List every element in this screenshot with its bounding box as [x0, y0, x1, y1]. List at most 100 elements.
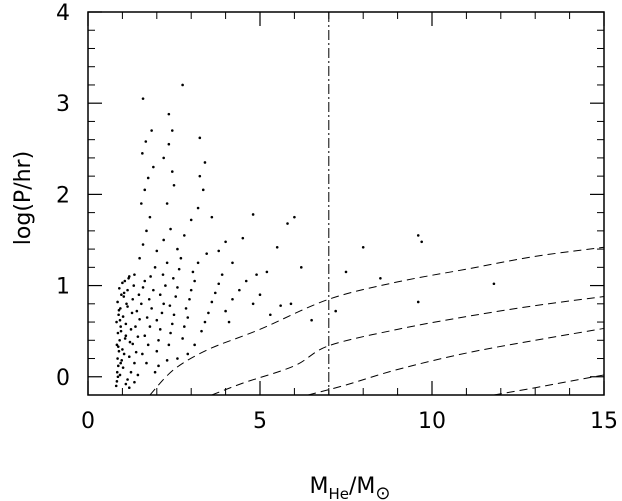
scatter-point — [121, 348, 124, 351]
scatter-point — [167, 142, 171, 146]
scatter-point — [129, 328, 133, 331]
scatter-point — [124, 334, 128, 338]
scatter-point — [141, 286, 145, 289]
scatter-point — [416, 234, 420, 237]
scatter-point — [193, 279, 196, 283]
scatter-point — [416, 300, 420, 304]
scatter-point — [118, 287, 121, 290]
scatter-point — [186, 352, 190, 356]
scatter-point — [279, 304, 282, 307]
scatter-point — [121, 281, 124, 285]
scatter-point — [117, 313, 120, 317]
scatter-point — [118, 338, 121, 342]
scatter-point — [145, 229, 148, 233]
scatter-point — [117, 349, 121, 353]
scatter-point — [124, 322, 128, 326]
scatter-point — [125, 302, 128, 306]
scatter-point — [183, 234, 186, 237]
scatter-point — [203, 161, 207, 164]
scatter-point — [170, 170, 174, 173]
scatter-point — [133, 380, 136, 384]
dashed-curve — [308, 327, 605, 396]
scatter-point — [117, 308, 121, 312]
dashed-curve — [149, 246, 605, 396]
scatter-point — [169, 227, 172, 231]
scatter-point — [217, 282, 221, 286]
scatter-point — [286, 222, 289, 225]
scatter-point — [141, 97, 145, 100]
scatter-point — [165, 359, 169, 362]
x-label-sub: He — [328, 485, 349, 501]
scatter-point — [121, 315, 125, 318]
y-tick-label: 4 — [56, 1, 70, 26]
scatter-point — [122, 295, 126, 298]
scatter-point — [116, 357, 119, 360]
scatter-point — [141, 152, 144, 155]
scatter-point — [289, 302, 293, 306]
scatter-point — [160, 311, 164, 315]
y-tick-label: 3 — [56, 92, 70, 117]
scatter-point — [205, 252, 208, 255]
scatter-point — [138, 318, 141, 321]
scatter-point — [124, 382, 128, 386]
y-tick-label: 1 — [56, 275, 70, 300]
scatter-point — [115, 370, 119, 374]
scatter-point — [191, 270, 195, 274]
scatter-point — [153, 266, 157, 269]
scatter-point — [118, 373, 122, 377]
scatter-point — [158, 293, 162, 296]
x-tick-label: 10 — [418, 409, 446, 434]
scatter-point — [165, 202, 169, 205]
scatter-point — [201, 188, 205, 192]
scatter-point — [138, 256, 141, 260]
scatter-point — [293, 215, 296, 219]
scatter-point — [172, 276, 175, 280]
scatter-point — [141, 352, 144, 356]
scatter-point — [150, 129, 153, 132]
scatter-point — [157, 338, 160, 342]
scatter-point — [492, 282, 496, 286]
scatter-point — [167, 343, 171, 347]
scatter-point — [118, 318, 122, 322]
scatter-point — [196, 206, 200, 210]
scatter-point — [251, 302, 255, 306]
scatter-point — [186, 316, 190, 319]
x-tick-label: 0 — [81, 409, 95, 434]
scatter-point — [119, 325, 122, 328]
scatter-point — [149, 275, 152, 278]
scatter-point — [119, 307, 122, 310]
scatter-point — [310, 318, 313, 322]
scatter-point — [251, 213, 255, 216]
scatter-point — [128, 340, 132, 344]
scatter-point — [158, 328, 162, 331]
scatter-point — [203, 320, 207, 324]
scatter-point — [140, 202, 143, 205]
scatter-point — [183, 325, 186, 328]
scatter-point — [176, 357, 179, 360]
scatter-point — [135, 309, 139, 313]
scatter-point — [231, 261, 234, 265]
scatter-point — [133, 273, 136, 276]
scatter-point — [136, 335, 140, 338]
scatter-point — [144, 140, 148, 143]
scatter-point — [143, 188, 147, 192]
scatter-point — [123, 337, 127, 340]
scatter-point — [207, 311, 210, 315]
scatter-point — [134, 350, 138, 354]
scatter-point — [146, 176, 150, 180]
scatter-point — [170, 129, 174, 132]
scatter-point — [170, 322, 174, 326]
scatter-point — [217, 249, 221, 253]
x-label-sep: /M — [349, 474, 375, 499]
scatter-point — [116, 331, 120, 335]
scatter-point — [241, 236, 245, 240]
scatter-point — [231, 297, 234, 301]
scatter-point — [150, 307, 153, 310]
scatter-point — [119, 361, 122, 365]
scatter-point — [189, 288, 193, 292]
scatter-point — [265, 270, 269, 274]
scatter-point — [189, 218, 193, 222]
scatter-point — [176, 286, 179, 289]
scatter-point — [131, 342, 135, 346]
